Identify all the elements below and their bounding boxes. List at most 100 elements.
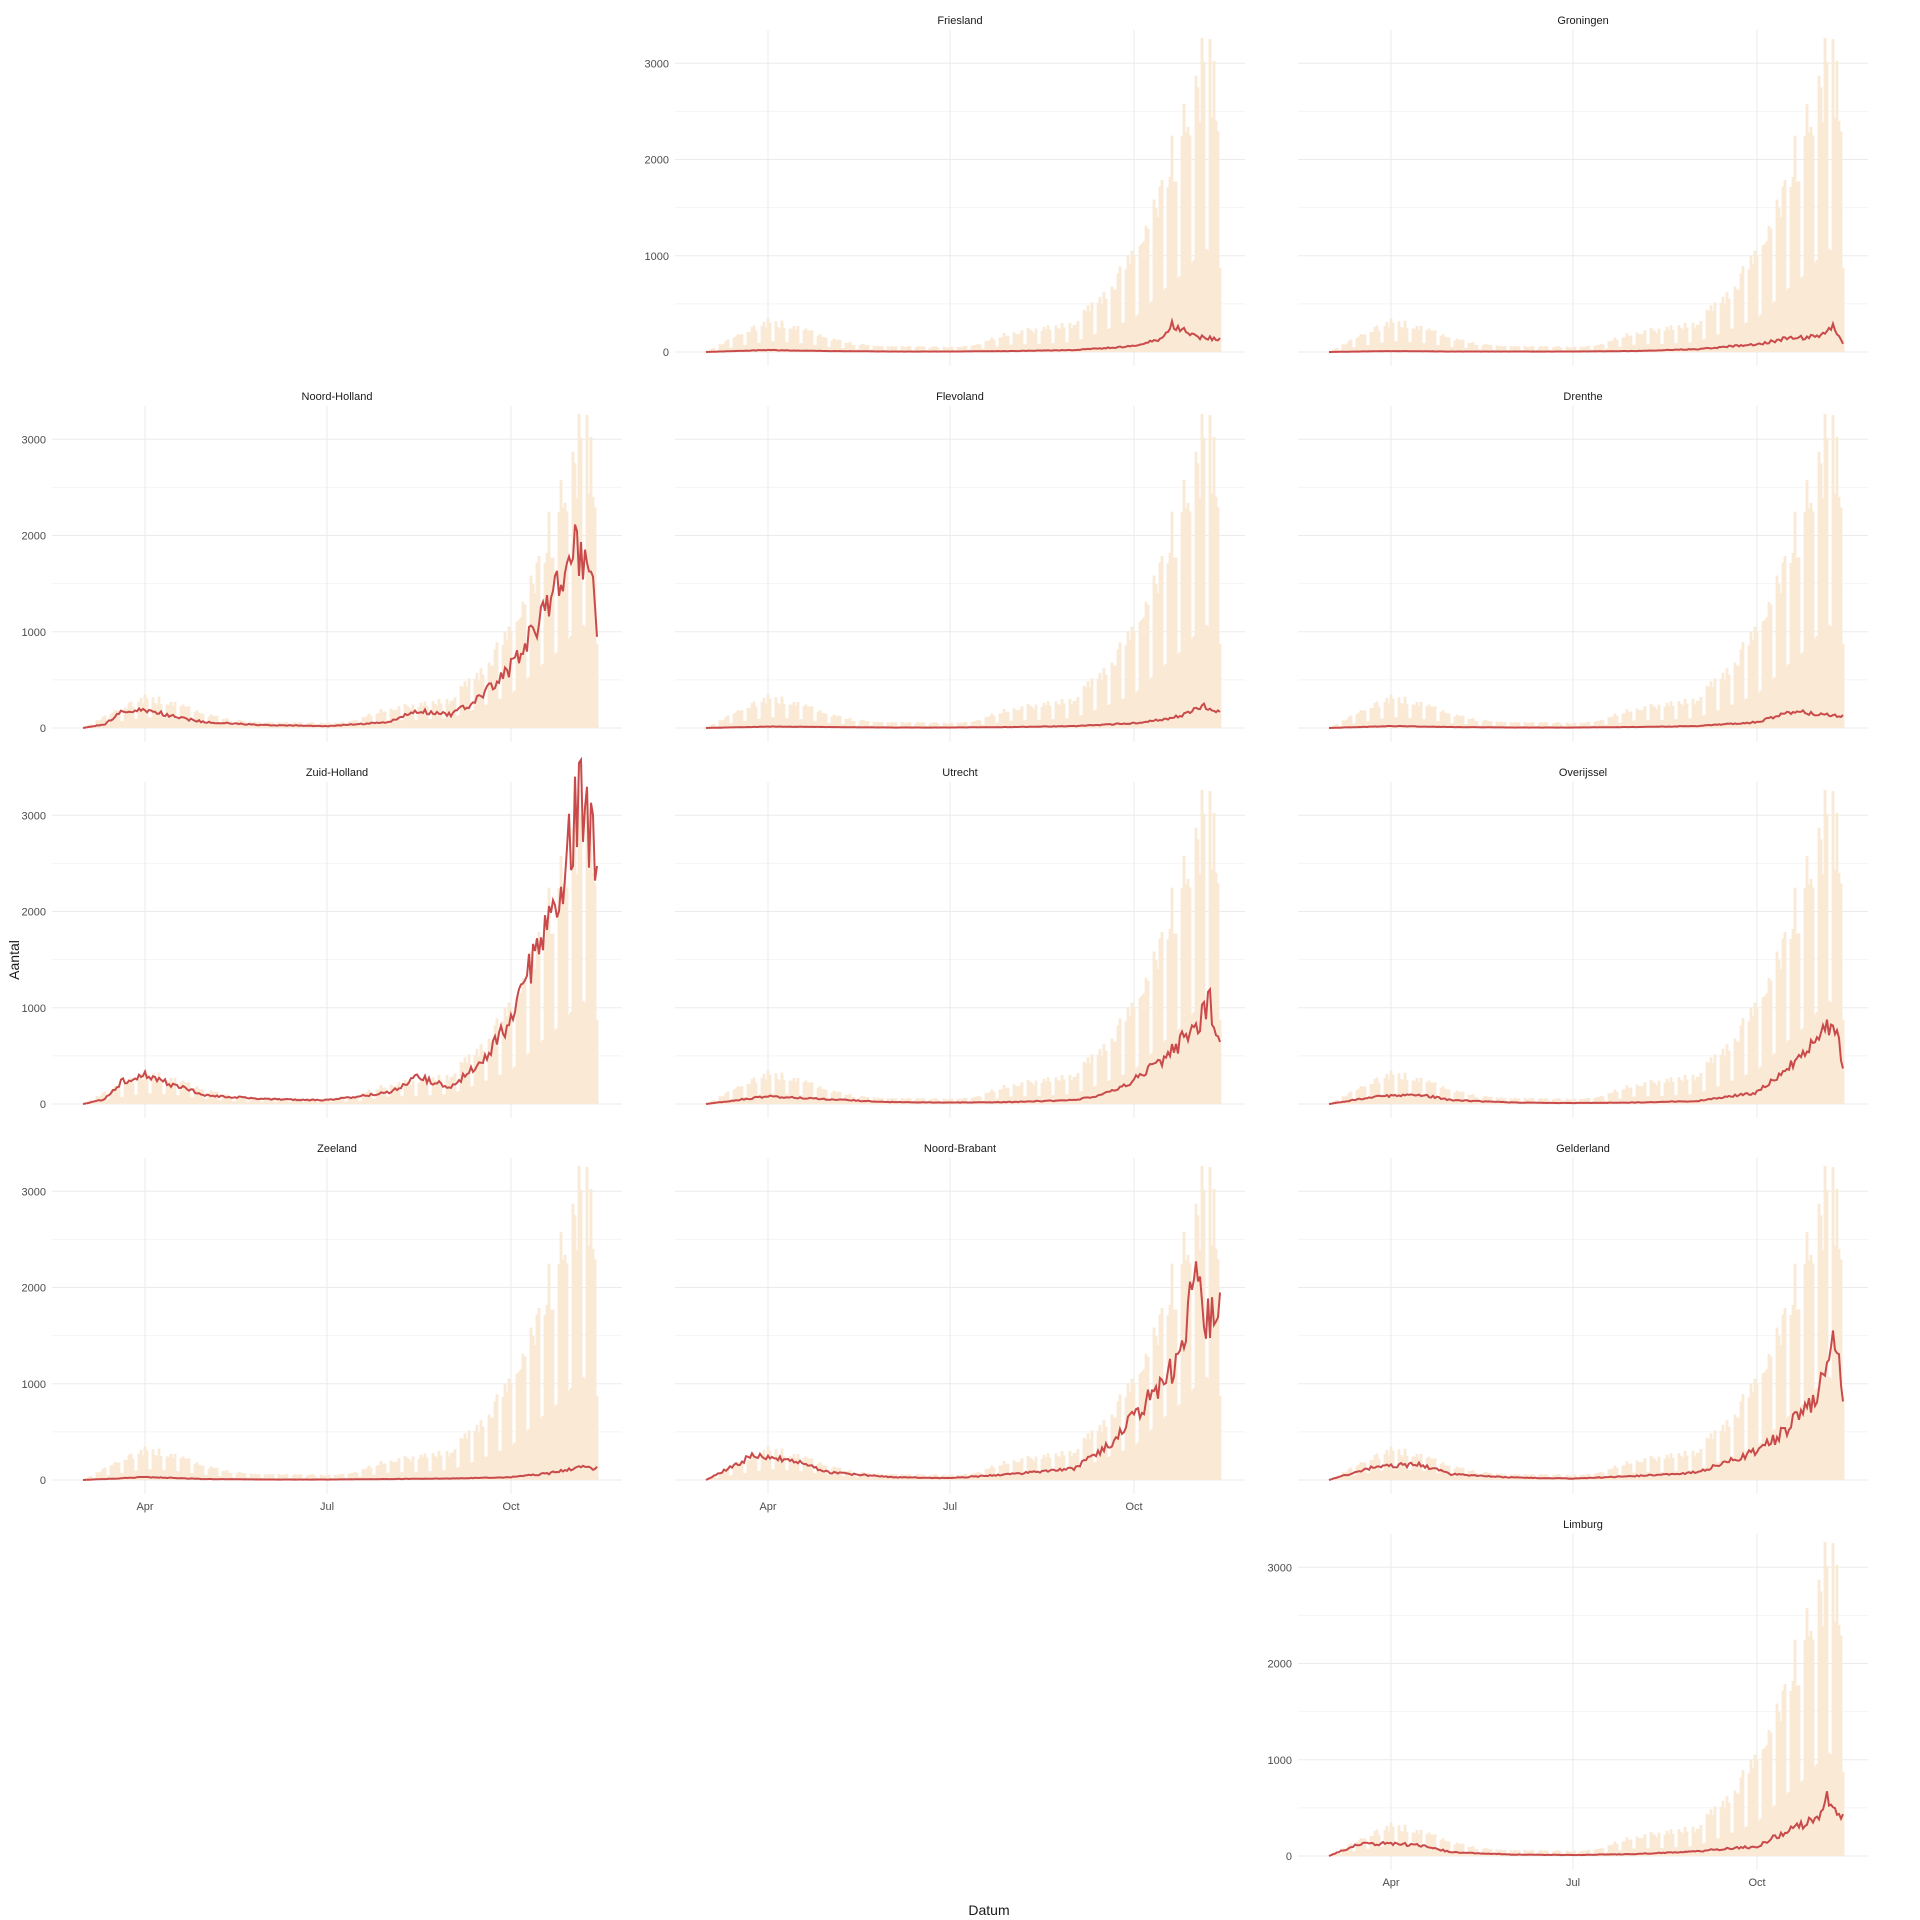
background-bar: [1799, 277, 1803, 352]
background-bar: [529, 575, 533, 728]
y-tick-label: 2000: [22, 531, 46, 543]
background-bar: [525, 1430, 529, 1480]
background-bar: [892, 346, 896, 352]
background-bar: [958, 1098, 962, 1104]
background-bar: [135, 718, 139, 728]
background-bar: [1539, 1474, 1543, 1480]
background-bar: [1467, 1094, 1471, 1104]
background-bar: [832, 714, 836, 728]
background-bar: [740, 334, 744, 352]
background-bar: [1707, 1063, 1711, 1104]
background-bar: [1651, 329, 1655, 352]
background-bar: [1737, 1041, 1741, 1104]
background-bar: [1587, 345, 1591, 352]
background-bar: [750, 1078, 754, 1104]
background-bar: [1825, 437, 1829, 728]
background-bar: [1066, 718, 1070, 728]
background-bar: [545, 1304, 549, 1480]
background-bar: [139, 697, 143, 728]
background-bar: [1683, 1451, 1687, 1480]
background-bar: [427, 1095, 431, 1104]
background-bar: [1769, 980, 1773, 1104]
background-bar: [1709, 681, 1713, 728]
background-bar: [998, 1089, 1002, 1104]
background-bar: [902, 722, 906, 728]
background-bar: [1809, 126, 1813, 352]
background-bar: [127, 1078, 131, 1104]
background-bar: [908, 346, 912, 352]
background-bar: [818, 1462, 822, 1480]
background-bar: [826, 722, 830, 728]
background-bar: [1707, 1815, 1711, 1856]
background-bar: [1617, 346, 1621, 352]
background-bar: [1765, 993, 1769, 1104]
background-bar: [1531, 722, 1535, 728]
background-bar: [742, 345, 746, 352]
background-bar: [1118, 266, 1122, 352]
background-bar: [1749, 1007, 1753, 1104]
background-bar: [405, 1457, 409, 1480]
background-bar: [1387, 703, 1391, 728]
background-bar: [1427, 328, 1431, 352]
background-bar: [1501, 346, 1505, 352]
background-bar: [183, 1082, 187, 1104]
background-bar: [1429, 706, 1433, 728]
background-bar: [1761, 621, 1765, 728]
background-bar: [1761, 997, 1765, 1104]
background-bar: [1821, 874, 1825, 1104]
background-bar: [1383, 701, 1387, 728]
background-bar: [712, 1099, 716, 1104]
background-bar: [1122, 1074, 1126, 1104]
background-bar: [1349, 339, 1353, 352]
background-bar: [1775, 1703, 1779, 1856]
background-bar: [1721, 1424, 1725, 1480]
background-bar: [1755, 255, 1759, 352]
background-bar: [1557, 722, 1561, 728]
background-bar: [1451, 347, 1455, 352]
background-bar: [1148, 302, 1152, 352]
background-bar: [1617, 1098, 1621, 1104]
background-bar: [1621, 1465, 1625, 1480]
background-bar: [1178, 276, 1182, 352]
background-bar: [473, 1430, 477, 1480]
background-bar: [1457, 715, 1461, 728]
background-bar: [1611, 340, 1615, 352]
background-bar: [1819, 1215, 1823, 1480]
background-bar: [1116, 1025, 1120, 1104]
background-bar: [1835, 1188, 1839, 1480]
background-bar: [1543, 346, 1547, 352]
background-bar: [1593, 1849, 1597, 1856]
background-bar: [1431, 330, 1435, 352]
background-bar: [804, 328, 808, 352]
background-bar: [1729, 705, 1733, 728]
background-bar: [1076, 1072, 1080, 1104]
background-bar: [1156, 1345, 1160, 1480]
background-bar: [275, 1101, 279, 1104]
background-bar: [1020, 330, 1024, 352]
background-bar: [225, 1470, 229, 1480]
background-bar: [373, 722, 377, 728]
background-bar: [1411, 1080, 1415, 1104]
background-bar: [736, 710, 740, 728]
background-bar: [1349, 1843, 1353, 1856]
background-bar: [1835, 1564, 1839, 1856]
background-bar: [483, 1081, 487, 1104]
background-bar: [489, 1417, 493, 1480]
facet-panel: Zeeland: [52, 1143, 622, 1494]
background-bar: [1567, 347, 1571, 352]
background-bar: [1110, 662, 1114, 728]
background-bar: [1601, 1848, 1605, 1856]
background-bar: [818, 1086, 822, 1104]
background-bar: [950, 346, 954, 352]
background-bar: [427, 719, 431, 728]
background-bar: [147, 1093, 151, 1104]
background-bar: [1008, 344, 1012, 352]
background-bar: [1359, 1086, 1363, 1104]
background-bar: [980, 1476, 984, 1480]
background-bar: [1128, 264, 1132, 352]
background-bar: [810, 330, 814, 352]
background-bar: [752, 701, 756, 728]
background-bar: [259, 1101, 263, 1104]
background-bar: [395, 1461, 399, 1480]
background-bar: [1206, 250, 1210, 352]
